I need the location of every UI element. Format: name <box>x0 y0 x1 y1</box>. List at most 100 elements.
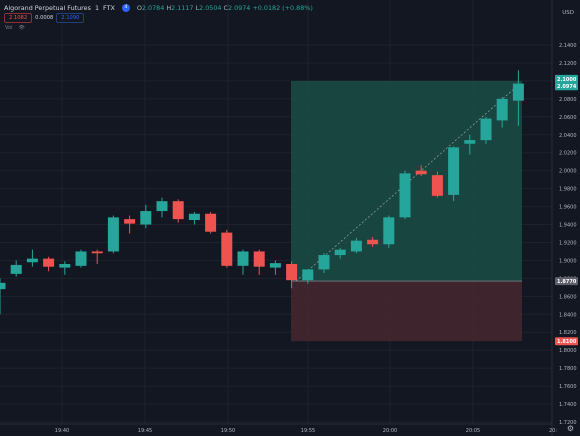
y-tick-label: 1.8600 <box>559 294 577 300</box>
candle-body <box>91 251 103 254</box>
candle-body <box>172 201 184 220</box>
candle-body <box>415 170 427 175</box>
volume-indicator-row: Vol 👁 <box>5 25 25 31</box>
volume-label[interactable]: Vol <box>5 25 13 31</box>
candle-body <box>383 217 395 245</box>
y-tick-label: 2.0400 <box>559 133 577 139</box>
y-tick-label: 2.0000 <box>559 169 577 175</box>
candle-body <box>318 255 330 270</box>
candle <box>334 247 346 259</box>
candle-body <box>399 173 411 218</box>
candle <box>431 171 443 198</box>
y-tick-label: 1.9800 <box>559 187 577 193</box>
buy-button[interactable]: 2.1090 <box>56 13 85 23</box>
candle-body <box>480 118 492 141</box>
candle-body <box>496 98 508 121</box>
candle-body <box>124 219 136 224</box>
close-value: 2.0974 <box>228 4 251 12</box>
time-axis: 19:40 19:45 19:50 19:55 20:00 20:05 20: <box>55 428 558 434</box>
candle <box>26 249 38 267</box>
trade-buttons: 2.1082 0.0008 2.1090 <box>4 13 85 23</box>
x-tick-label: 20: <box>549 428 557 434</box>
currency-label[interactable]: USD <box>562 10 574 16</box>
high-value: 2.1117 <box>171 4 194 12</box>
candle <box>512 70 524 126</box>
candle <box>172 199 184 223</box>
loss-zone <box>291 281 522 342</box>
y-tick-label: 1.7400 <box>559 402 577 408</box>
symbol-name[interactable]: Algorand Perpetual Futures <box>4 4 91 12</box>
y-tick-label: 2.1200 <box>559 61 577 67</box>
current-price-tag-text: 2.0974 <box>557 84 577 90</box>
y-tick-label: 2.0200 <box>559 151 577 157</box>
candle <box>10 260 22 277</box>
candle-body <box>140 211 152 225</box>
sell-button[interactable]: 2.1082 <box>4 13 33 23</box>
stop-price-tag-bg <box>555 337 578 346</box>
candle-body <box>431 175 443 196</box>
candle <box>107 215 119 254</box>
candle-body <box>350 240 362 252</box>
x-tick-label: 19:50 <box>221 428 235 434</box>
candle-body <box>269 263 281 268</box>
y-tick-label: 1.9000 <box>559 258 577 264</box>
x-tick-label: 20:00 <box>383 428 397 434</box>
candle-body <box>75 251 87 266</box>
candle <box>350 237 362 254</box>
candle-body <box>205 213 217 232</box>
y-tick-label: 1.8400 <box>559 312 577 318</box>
candle <box>302 269 314 284</box>
settings-gear-icon[interactable]: ⚙ <box>566 424 574 433</box>
candlestick-series <box>0 70 524 315</box>
y-tick-label: 1.8200 <box>559 330 577 336</box>
interval-label[interactable]: 1 <box>94 4 100 12</box>
candle-body <box>107 217 119 252</box>
candle-body <box>302 269 314 281</box>
candle <box>156 197 168 218</box>
candle <box>237 249 249 275</box>
candle <box>496 97 508 128</box>
x-tick-label: 19:55 <box>301 428 315 434</box>
y-tick-label: 1.8000 <box>559 348 577 354</box>
low-value: 2.0504 <box>199 4 222 12</box>
open-value: 2.0784 <box>141 4 165 12</box>
current-price-tag: 2.0974 <box>555 82 578 91</box>
y-tick-label: 1.9600 <box>559 205 577 211</box>
candle <box>0 278 6 315</box>
candle <box>415 165 427 177</box>
y-tick-label: 2.0800 <box>559 97 577 103</box>
ohlc-readout: O2.0784 H2.1117 L2.0504 C2.0974 +0.0182 … <box>136 4 313 12</box>
candle-body <box>59 264 71 268</box>
eye-icon[interactable]: 👁 <box>18 25 25 31</box>
candle-body <box>10 264 22 274</box>
candle <box>318 253 330 273</box>
candle <box>205 211 217 234</box>
candle-body <box>188 213 200 221</box>
candle-body <box>464 140 476 144</box>
alert-badge[interactable]: 4 <box>121 4 130 12</box>
candle <box>286 261 298 289</box>
target-price-tag: 2.1000 <box>555 74 578 83</box>
spread-value: 0.0008 <box>35 15 54 21</box>
candle-body <box>26 258 38 263</box>
y-tick-label: 1.7200 <box>559 420 577 426</box>
candle-body <box>512 83 524 101</box>
y-tick-label: 2.0600 <box>559 115 577 121</box>
y-tick-label: 1.9400 <box>559 223 577 229</box>
stop-price-tag-text: 1.8100 <box>557 339 577 345</box>
symbol-header: Algorand Perpetual Futures 1 FTX 4 O2.07… <box>4 2 313 14</box>
candle-body <box>156 201 168 212</box>
stop-price-tag: 1.8100 <box>555 337 578 346</box>
candle-body <box>367 239 379 245</box>
candle-body <box>237 251 249 266</box>
y-tick-label: 2.1400 <box>559 43 577 49</box>
candle <box>253 249 265 275</box>
candle-body <box>221 232 233 266</box>
candle-body <box>286 264 298 281</box>
candle <box>91 249 103 265</box>
candle <box>221 229 233 268</box>
change-value: +0.0182 (+0.88%) <box>252 4 313 12</box>
entry-price-tag-text: 1.8770 <box>557 279 577 285</box>
